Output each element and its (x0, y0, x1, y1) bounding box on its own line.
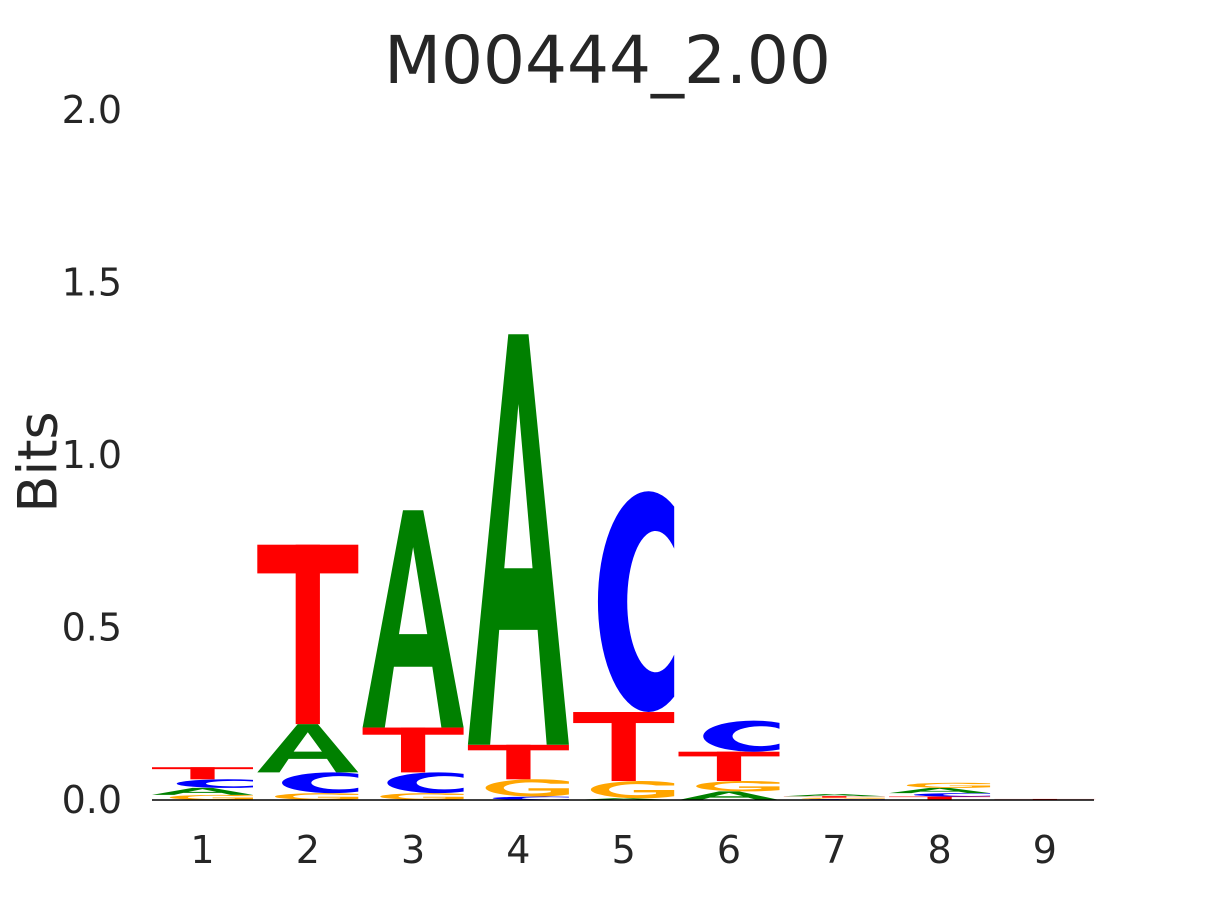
letter-T-glyph (152, 767, 253, 779)
letter-A-glyph (257, 724, 358, 772)
letter-C-glyph (177, 779, 253, 788)
y-tick-label: 0.0 (62, 778, 122, 822)
x-tick-label: 1 (190, 828, 214, 872)
letter-A-glyph (468, 334, 569, 745)
logo-letter-G (486, 779, 569, 796)
letter-T-glyph (784, 796, 885, 797)
letter-stacks (152, 334, 1095, 800)
letter-T-glyph (573, 712, 674, 781)
x-tick-label: 8 (928, 828, 952, 872)
x-tick-label: 5 (612, 828, 636, 872)
logo-letter-G (591, 781, 674, 798)
logo-letter-A (679, 791, 780, 800)
logo-letter-T (363, 728, 464, 773)
logo-letter-G (170, 795, 253, 800)
y-tick-label: 1.0 (62, 433, 122, 477)
y-tick-label: 0.5 (62, 606, 122, 650)
logo-letter-G (380, 793, 463, 800)
letter-C-glyph (914, 793, 990, 796)
logo-letter-A (889, 788, 990, 793)
logo-letter-T (573, 712, 674, 781)
logo-column-6 (679, 721, 780, 800)
letter-G-glyph (170, 795, 253, 800)
letter-C-glyph (387, 772, 463, 793)
logo-letter-T (257, 545, 358, 724)
logo-letter-T (152, 767, 253, 779)
letter-A-glyph (363, 510, 464, 727)
y-tick-label: 1.5 (62, 261, 122, 305)
logo-letter-G (801, 798, 884, 799)
x-tick-label: 3 (401, 828, 425, 872)
logo-column-1 (152, 767, 253, 800)
y-axis-ticks: 0.00.51.01.52.0 (62, 88, 122, 822)
letter-T-glyph (257, 545, 358, 724)
letter-A-glyph (889, 788, 990, 793)
x-tick-label: 4 (506, 828, 530, 872)
logo-column-8 (889, 783, 990, 800)
logo-letter-C (387, 772, 463, 793)
letter-A-glyph (679, 791, 780, 800)
logo-letter-A (784, 794, 885, 796)
logo-column-5 (573, 491, 674, 800)
logo-column-4 (468, 334, 569, 800)
logo-letter-G (907, 783, 990, 788)
letter-G-glyph (696, 781, 779, 791)
letter-T-glyph (679, 752, 780, 781)
x-tick-label: 6 (717, 828, 741, 872)
logo-column-7 (784, 794, 885, 800)
letter-A-glyph (152, 788, 253, 795)
letter-G-glyph (801, 798, 884, 799)
logo-letter-C (914, 793, 990, 796)
logo-letter-A (468, 334, 569, 745)
logo-letter-A (152, 788, 253, 795)
letter-A-glyph (784, 794, 885, 796)
letter-G-glyph (907, 783, 990, 788)
y-axis-label: Bits (7, 411, 70, 512)
logo-letter-G (275, 793, 358, 800)
x-tick-label: 2 (296, 828, 320, 872)
letter-G-glyph (275, 793, 358, 800)
letter-G-glyph (380, 793, 463, 800)
logo-letter-A (257, 724, 358, 772)
logo-letter-C (598, 491, 674, 712)
x-tick-label: 9 (1033, 828, 1057, 872)
letter-C-glyph (282, 772, 358, 793)
chart-title: M00444_2.00 (0, 22, 1215, 99)
letter-C-glyph (703, 721, 779, 752)
logo-letter-G (696, 781, 779, 791)
logo-column-2 (257, 545, 358, 800)
logo-letter-C (177, 779, 253, 788)
logo-letter-T (784, 796, 885, 797)
x-axis-ticks: 1 2 3 4 5 6 7 8 9 (190, 828, 1057, 872)
letter-T-glyph (363, 728, 464, 773)
letter-G-glyph (591, 781, 674, 798)
logo-letter-T (679, 752, 780, 781)
letter-G-glyph (486, 779, 569, 796)
logo-letter-A (363, 510, 464, 727)
x-tick-label: 7 (822, 828, 846, 872)
logo-column-3 (363, 510, 464, 800)
letter-T-glyph (468, 745, 569, 780)
logo-letter-T (468, 745, 569, 780)
letter-C-glyph (598, 491, 674, 712)
logo-letter-C (703, 721, 779, 752)
logo-letter-C (282, 772, 358, 793)
